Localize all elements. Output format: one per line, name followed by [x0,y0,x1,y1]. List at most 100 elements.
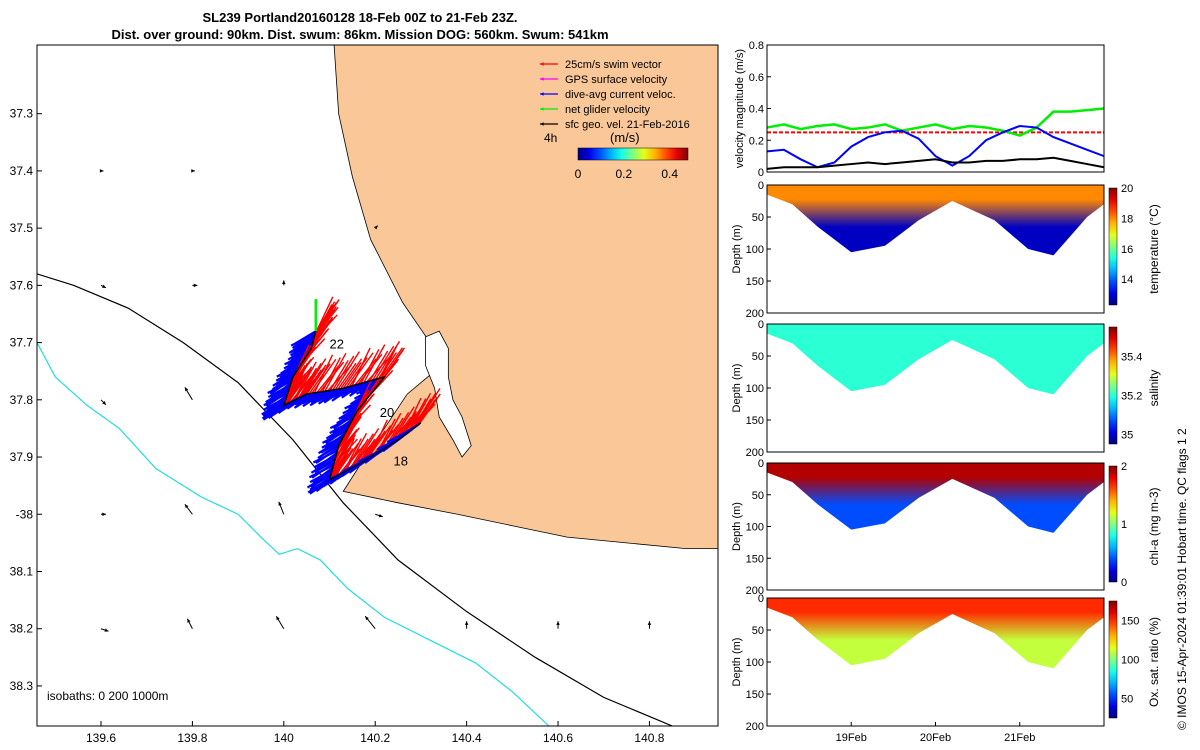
legend-arrow-head [540,122,544,126]
map-y-tick-label: 37.6 [10,278,34,292]
velocity-series-line [766,107,1105,137]
swim-vector [412,398,432,430]
isobaths-label: isobaths: 0 200 1000m [47,689,168,703]
swim-vector [321,357,341,392]
velocity-y-tick-label: 0.6 [749,72,764,84]
section-y-tick-label: 100 [746,522,764,534]
sfc-geo-vector-head [378,513,383,518]
net-glider-velocity-arrow-head [314,299,318,303]
dive-avg-current-vector [276,363,302,378]
velocity-y-tick-label: 0 [758,167,764,179]
colorbar-tick-label: 16 [1121,244,1133,256]
glider-track [282,330,422,482]
legend-colorbar-tick: 0.4 [661,167,678,181]
map-y-tick-label: 37.3 [10,107,34,121]
dive-avg-current-vector [342,380,368,395]
map-x-tick-label: 140.2 [360,731,390,745]
section-oxygen-data [767,598,1104,669]
map-y-tick-label: 38.3 [10,679,34,693]
section-temperature-data [767,185,1104,256]
swim-vector [332,437,352,469]
velocity-y-tick-label: 0.8 [749,40,764,52]
section-y-tick-label: 100 [746,244,764,256]
colorbar-oxygen [1108,600,1118,719]
day-label: 18 [393,454,407,469]
dive-avg-current-vector [306,471,333,489]
land-area [333,45,718,549]
colorbar-tick-label: 20 [1121,183,1133,195]
colorbar-label: salinity [1147,370,1161,407]
colorbar-tick-label: 2 [1121,461,1127,473]
swim-vector [332,355,355,391]
swim-vector [402,397,422,437]
dive-avg-current-vector [324,385,350,400]
dive-avg-current-vector [294,391,318,406]
colorbar-tick-label: 1 [1121,519,1127,531]
swim-vector [302,369,322,397]
swim-vector [324,352,347,392]
colorbar-tick-label: 100 [1121,655,1139,667]
dive-avg-current-vector [268,388,290,403]
figure-title-line-1: SL239 Portland20160128 18-Feb 00Z to 21-… [202,10,518,25]
sfc-geo-vector-head [184,387,189,392]
dive-avg-current-vector [314,459,336,474]
sfc-geo-vector-head [104,628,109,632]
swim-vector [418,393,441,425]
section-y-tick-label: 0 [758,593,764,605]
velocity-y-label: velocity magnitude (m/s) [734,49,746,168]
island [425,330,472,458]
swim-vector [368,419,388,459]
map-x-tick-label: 140 [274,731,294,745]
legend-colorbar-tick: 0.2 [615,167,632,181]
colorbar-salinity [1108,326,1118,445]
velocity-y-tick-label: 0.2 [749,135,764,147]
swim-vector [360,349,380,384]
legend-entry: GPS surface velocity [565,74,668,86]
dive-avg-current-vector [321,434,345,449]
swim-vector [334,351,360,390]
sfc-geo-vector-head [464,621,469,625]
dive-avg-current-vector [275,367,299,382]
dive-avg-current-vector [317,388,339,403]
velocity-series-line [766,124,1105,169]
dive-avg-current-vector [264,400,286,415]
legend-arrow-head [540,62,544,66]
colorbar-tick-label: 150 [1121,616,1139,628]
swim-vector [297,367,318,399]
dive-avg-current-vector [287,392,313,407]
colorbar-tick-label: 35.4 [1121,351,1142,363]
swim-vector [357,353,383,385]
map-y-tick-label: 37.5 [10,221,34,235]
swim-vector [340,358,363,390]
swim-vector [284,374,308,406]
sfc-geo-vector-head [187,618,191,623]
swim-vector [415,388,441,427]
colorbar-label: temperature (°C) [1147,204,1161,294]
day-label: 22 [330,336,344,351]
dive-avg-current-vector [263,392,289,407]
legend-entry: sfc geo. vel. 21-Feb-2016 [565,119,690,131]
colorbar-tick-label: 50 [1121,694,1133,706]
legend-arrow-head [540,107,544,111]
dive-avg-current-vector [318,444,340,459]
swim-vector [311,358,337,394]
sfc-geo-vector-head [276,616,280,621]
swim-vector [314,296,334,336]
dive-avg-current-vector [313,454,337,469]
legend-colorbar [577,147,689,161]
swim-vector [348,352,374,388]
swim-vector [413,393,436,428]
map-x-tick-label: 140.6 [543,731,573,745]
day-label: 20 [380,405,394,420]
swim-vector [313,354,334,394]
section-y-label: Depth (m) [731,638,743,687]
swim-vector [408,392,432,432]
map-y-tick-label: 38.2 [10,622,34,636]
dive-avg-current-vector [263,396,287,411]
section-y-tick-label: 200 [746,308,764,320]
swim-vector [379,412,402,452]
swim-vector [349,438,369,470]
swim-vector [329,360,349,391]
section-y-tick-label: 50 [752,351,764,363]
section-chlorophyll-data [767,463,1104,533]
